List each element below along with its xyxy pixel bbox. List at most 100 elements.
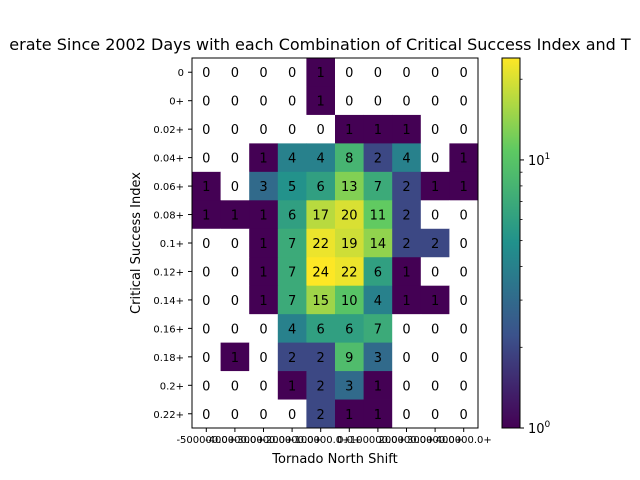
cell-value-label: 0 <box>431 123 439 138</box>
cell-value-label: 1 <box>402 265 410 280</box>
colorbar <box>501 57 521 429</box>
cell-value-label: 7 <box>288 265 296 280</box>
heatmap-cell <box>420 114 450 144</box>
cell-value-label: 0 <box>202 379 210 394</box>
heatmap-cell <box>449 143 479 173</box>
cell-value-label: 8 <box>345 152 353 167</box>
x-tick-label: -100000.0+ <box>291 435 351 446</box>
cell-value-label: 0 <box>202 123 210 138</box>
cell-value-label: 3 <box>345 379 353 394</box>
heatmap-cell <box>249 257 279 287</box>
cell-value-label: 0 <box>231 237 239 252</box>
cell-value-label: 0 <box>345 66 353 81</box>
heatmap-cell <box>306 399 336 429</box>
heatmap-cell <box>392 143 422 173</box>
cell-value-label: 6 <box>345 322 353 337</box>
cell-value-label: 0 <box>231 379 239 394</box>
cell-value-label: 1 <box>231 209 239 224</box>
heatmap-cell <box>277 58 307 87</box>
cell-value-label: 0 <box>460 294 468 309</box>
cell-value-label: 0 <box>460 265 468 280</box>
cell-value-label: 1 <box>259 209 267 224</box>
heatmap-cell <box>420 342 450 372</box>
cell-value-label: 22 <box>341 265 358 280</box>
heatmap-cell <box>420 58 450 87</box>
cell-value-label: 0 <box>317 123 325 138</box>
cell-value-label: 4 <box>317 152 325 167</box>
cell-value-label: 0 <box>288 408 296 423</box>
cell-value-label: 1 <box>460 152 468 167</box>
heatmap-cell <box>220 314 250 344</box>
heatmap-cell <box>306 114 336 144</box>
heatmap-cell <box>363 200 393 230</box>
heatmap-cell <box>335 58 364 87</box>
cell-value-label: 4 <box>374 294 382 309</box>
heatmap-cell <box>392 58 422 87</box>
cell-value-label: 2 <box>402 209 410 224</box>
cell-value-label: 20 <box>341 209 358 224</box>
cell-value-label: 5 <box>288 180 296 195</box>
cell-value-label: 2 <box>317 379 325 394</box>
cell-value-label: 1 <box>259 265 267 280</box>
cell-value-label: 0 <box>374 95 382 110</box>
cell-value-label: 6 <box>317 180 325 195</box>
heatmap-cell <box>449 58 479 87</box>
heatmap-cell <box>277 171 307 201</box>
heatmap-cell <box>335 342 364 372</box>
heatmap-cell <box>277 399 307 429</box>
chart-title: erate Since 2002 Days with each Combinat… <box>9 35 631 54</box>
heatmap-cell <box>335 171 364 201</box>
cell-value-label: 0 <box>402 95 410 110</box>
heatmap-cell <box>449 171 479 201</box>
heatmap-cell <box>392 285 422 315</box>
cell-value-label: 1 <box>374 379 382 394</box>
cell-value-label: 0 <box>402 66 410 81</box>
cell-value-label: 0 <box>231 180 239 195</box>
heatmap-cell <box>277 314 307 344</box>
cell-value-label: 4 <box>288 152 296 167</box>
cell-value-label: 0 <box>431 322 439 337</box>
heatmap-cell <box>449 342 479 372</box>
heatmap-cell <box>220 228 250 258</box>
cell-value-label: 0 <box>431 66 439 81</box>
heatmap-cell <box>192 200 221 230</box>
heatmap-cell <box>363 314 393 344</box>
heatmap-cell <box>392 228 422 258</box>
cell-value-label: 0 <box>431 209 439 224</box>
cell-value-label: 7 <box>374 322 382 337</box>
heatmap-cell <box>306 342 336 372</box>
cell-value-label: 1 <box>259 294 267 309</box>
cell-value-label: 1 <box>374 123 382 138</box>
heatmap-cell <box>449 114 479 144</box>
heatmap-cell <box>277 114 307 144</box>
y-tick-label: 0 <box>178 68 184 79</box>
cell-value-label: 1 <box>317 66 325 81</box>
heatmap-cell <box>335 143 364 173</box>
cell-value-label: 0 <box>460 123 468 138</box>
cell-value-label: 2 <box>374 152 382 167</box>
x-tick-label: 100000.0+ <box>350 435 406 446</box>
cell-value-label: 9 <box>345 351 353 366</box>
heatmap-cell <box>306 371 336 400</box>
heatmap-cell <box>249 314 279 344</box>
cell-value-label: 0 <box>259 322 267 337</box>
cell-value-label: 2 <box>317 408 325 423</box>
heatmap-cell <box>192 399 221 429</box>
heatmap-cell <box>449 228 479 258</box>
cell-value-label: 1 <box>374 408 382 423</box>
cell-value-label: 7 <box>288 294 296 309</box>
heatmap-cell <box>306 143 336 173</box>
cell-value-label: 0 <box>202 95 210 110</box>
cell-value-label: 0 <box>202 265 210 280</box>
heatmap-cells <box>192 58 479 429</box>
cell-value-label: 0 <box>460 379 468 394</box>
cell-value-label: 22 <box>312 237 329 252</box>
cell-value-label: 1 <box>202 209 210 224</box>
cell-value-label: 4 <box>288 322 296 337</box>
cell-value-label: 0 <box>460 95 468 110</box>
heatmap-cell <box>192 285 221 315</box>
cell-value-label: 0 <box>374 66 382 81</box>
heatmap-cell <box>449 399 479 429</box>
heatmap-cell <box>420 228 450 258</box>
